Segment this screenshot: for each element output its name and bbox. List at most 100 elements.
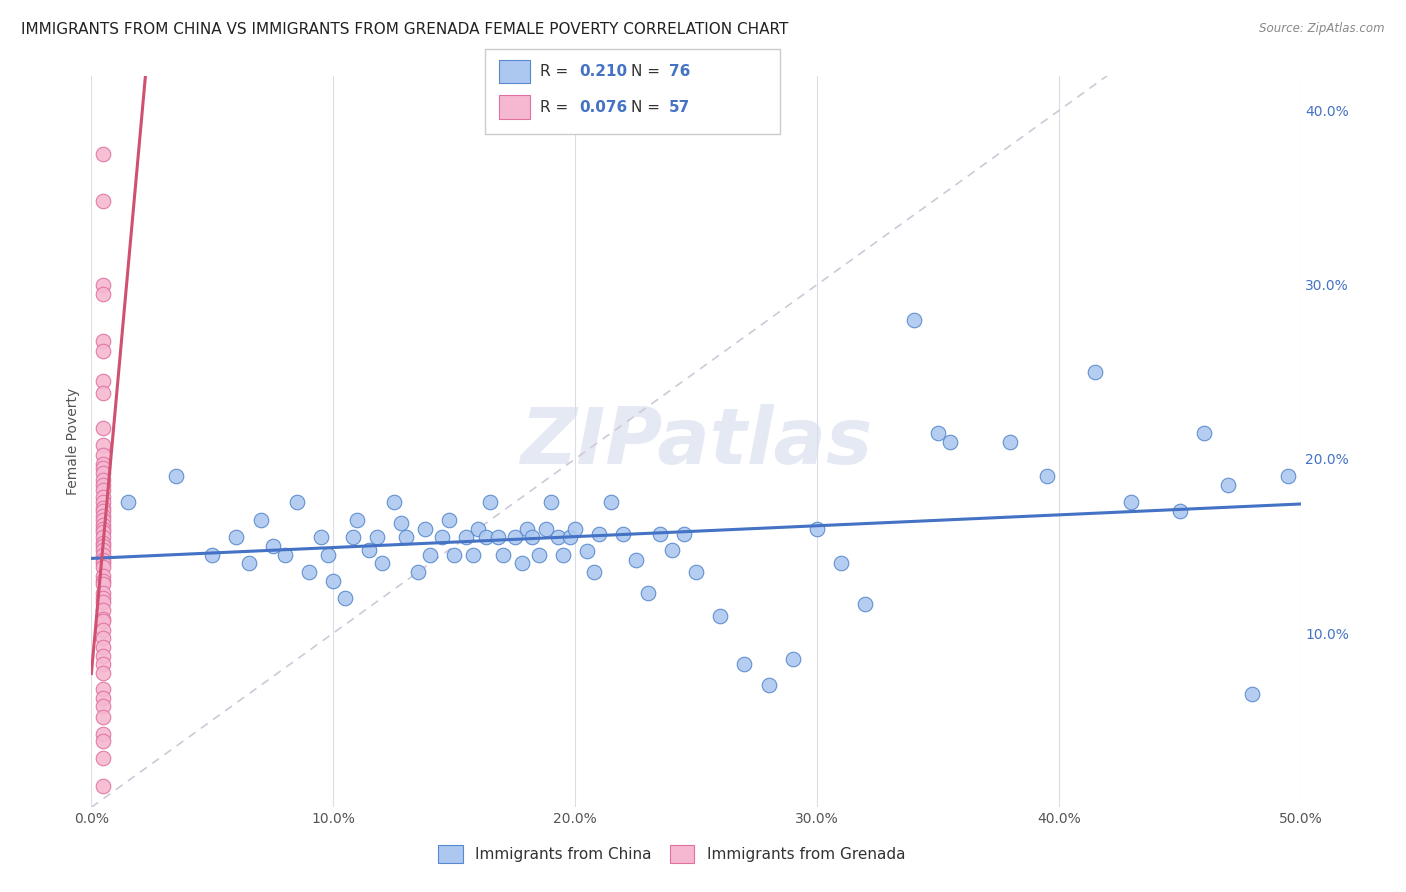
Point — [439, 513, 461, 527]
Point — [93, 780, 115, 794]
Point — [661, 542, 683, 557]
Point — [564, 522, 586, 536]
Point — [463, 548, 485, 562]
Point — [93, 334, 115, 348]
Point — [806, 522, 828, 536]
Text: ZIPatlas: ZIPatlas — [520, 403, 872, 480]
Point — [547, 530, 569, 544]
Point — [93, 343, 115, 358]
Point — [93, 504, 115, 518]
Point — [382, 495, 405, 509]
Point — [93, 557, 115, 571]
Point — [389, 516, 412, 531]
Point — [503, 530, 526, 544]
Point — [93, 495, 115, 509]
Point — [93, 147, 115, 161]
Point — [285, 495, 308, 509]
Point — [93, 466, 115, 480]
Point — [782, 652, 804, 666]
Point — [93, 640, 115, 654]
Point — [117, 495, 139, 509]
Point — [583, 565, 606, 579]
Point — [600, 495, 623, 509]
Legend: Immigrants from China, Immigrants from Grenada: Immigrants from China, Immigrants from G… — [432, 839, 911, 869]
Point — [93, 751, 115, 765]
Point — [560, 530, 582, 544]
Point — [93, 586, 115, 600]
Point — [93, 518, 115, 533]
Point — [322, 574, 344, 588]
Point — [1277, 469, 1299, 483]
Point — [1035, 469, 1057, 483]
Point — [93, 542, 115, 557]
Point — [238, 557, 260, 571]
Point — [612, 526, 634, 541]
Point — [342, 530, 364, 544]
Point — [93, 525, 115, 540]
Text: N =: N = — [631, 64, 665, 78]
Point — [93, 460, 115, 475]
Point — [93, 699, 115, 714]
Point — [93, 385, 115, 400]
Point — [93, 577, 115, 591]
Point — [93, 420, 115, 434]
Point — [93, 535, 115, 549]
Point — [1241, 687, 1264, 701]
Point — [93, 490, 115, 504]
Point — [201, 548, 224, 562]
Point — [366, 530, 388, 544]
Point — [93, 513, 115, 527]
Point — [516, 522, 538, 536]
Point — [540, 495, 562, 509]
Point — [1168, 504, 1191, 518]
Point — [939, 434, 962, 449]
Point — [406, 565, 429, 579]
Point — [93, 548, 115, 562]
Point — [1000, 434, 1022, 449]
Point — [709, 608, 731, 623]
Point — [93, 483, 115, 498]
Point — [93, 438, 115, 452]
Point — [1216, 478, 1239, 492]
Point — [413, 522, 436, 536]
Text: 76: 76 — [669, 64, 690, 78]
Point — [93, 509, 115, 524]
Point — [903, 312, 925, 326]
Point — [298, 565, 321, 579]
Text: R =: R = — [540, 64, 574, 78]
Point — [637, 586, 659, 600]
Point — [225, 530, 247, 544]
Point — [370, 557, 392, 571]
Point — [520, 530, 543, 544]
Point — [262, 539, 284, 553]
Point — [93, 681, 115, 696]
Point — [93, 457, 115, 471]
Point — [467, 522, 489, 536]
Point — [486, 530, 509, 544]
Point — [758, 678, 780, 692]
Text: IMMIGRANTS FROM CHINA VS IMMIGRANTS FROM GRENADA FEMALE POVERTY CORRELATION CHAR: IMMIGRANTS FROM CHINA VS IMMIGRANTS FROM… — [21, 22, 789, 37]
Point — [93, 623, 115, 637]
Point — [479, 495, 502, 509]
Point — [93, 603, 115, 617]
Text: 57: 57 — [669, 100, 690, 114]
Point — [1192, 425, 1215, 440]
Point — [456, 530, 478, 544]
Point — [93, 666, 115, 681]
Point — [419, 548, 441, 562]
Point — [1121, 495, 1143, 509]
Point — [249, 513, 271, 527]
Point — [93, 473, 115, 487]
Point — [359, 542, 381, 557]
Point — [165, 469, 187, 483]
Point — [1084, 365, 1107, 379]
Point — [830, 557, 852, 571]
Point — [733, 657, 755, 672]
Point — [93, 595, 115, 609]
Point — [551, 548, 574, 562]
Point — [93, 374, 115, 388]
Point — [93, 612, 115, 626]
Point — [443, 548, 465, 562]
Point — [318, 548, 340, 562]
Text: Source: ZipAtlas.com: Source: ZipAtlas.com — [1260, 22, 1385, 36]
